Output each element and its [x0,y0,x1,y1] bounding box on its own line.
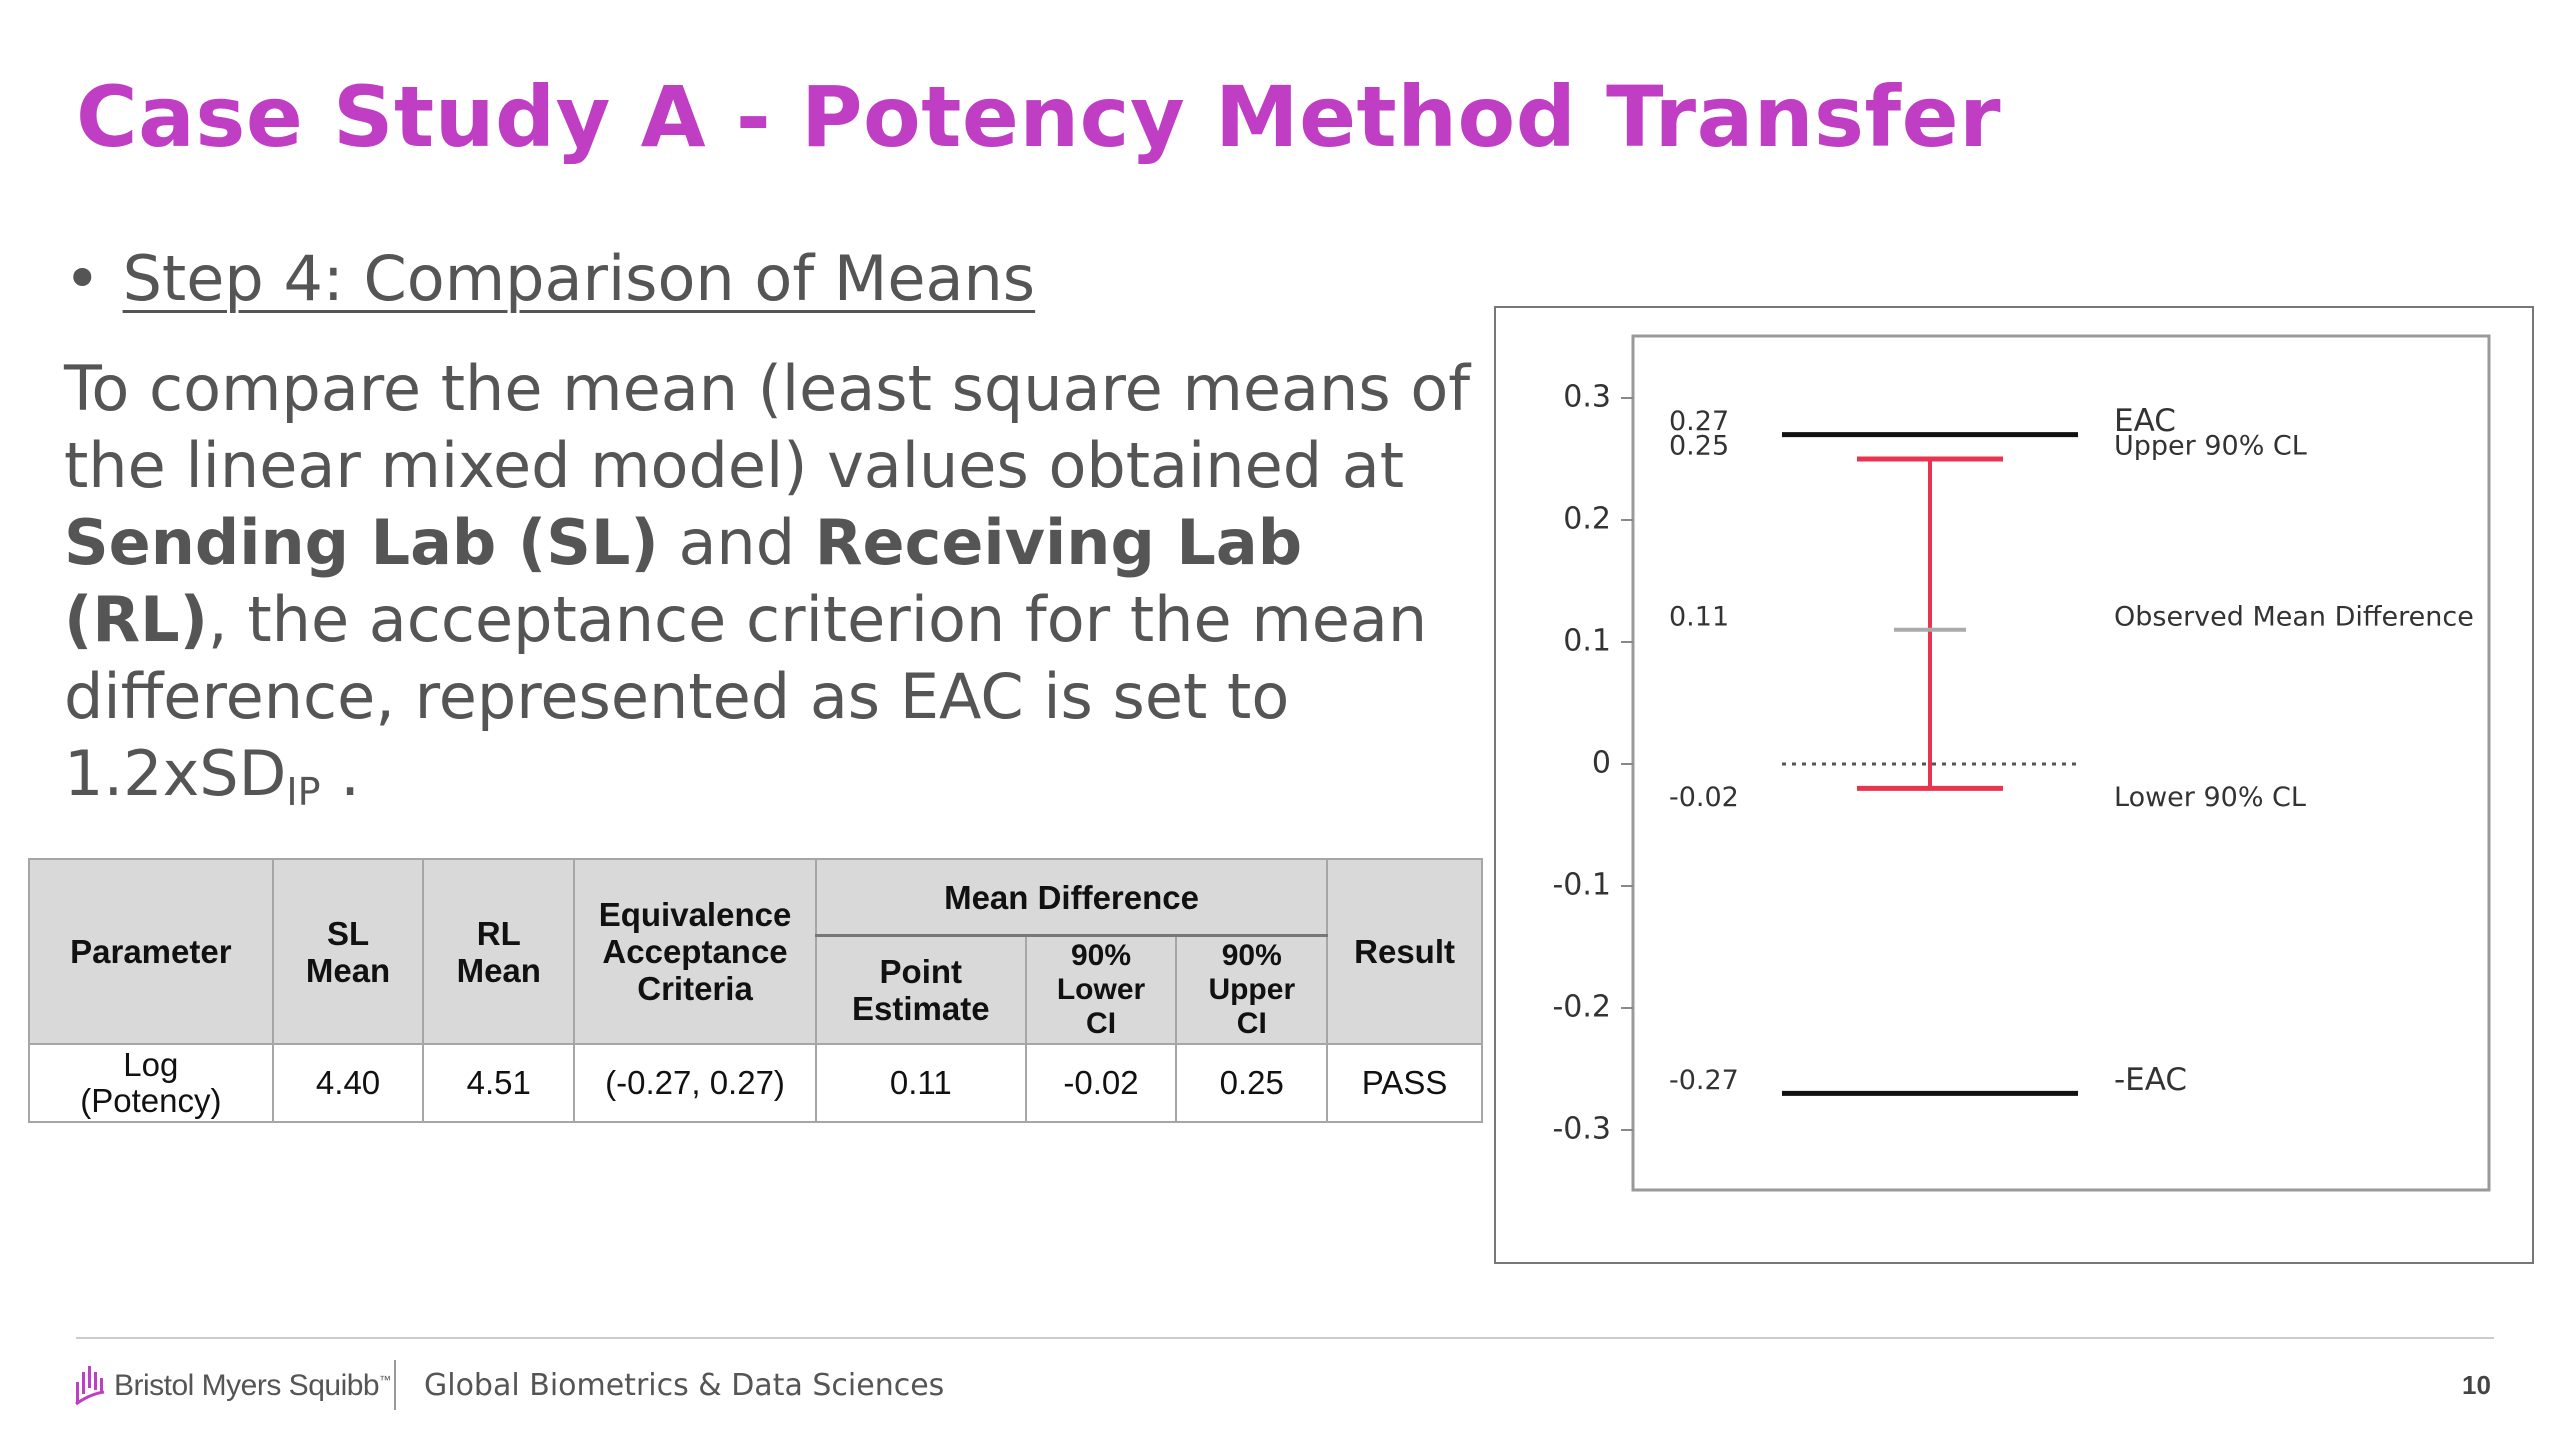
bullet-glyph: • [64,242,101,315]
header-point-estimate: Point Estimate [814,934,1027,1045]
paragraph-text: and [658,506,815,579]
plot-frame [1631,334,2491,1192]
step-heading: Step 4: Comparison of Means [122,242,1036,315]
lower-ci-text: Lower 90% CL [2114,782,2306,813]
results-table: Parameter SL Mean RL Mean Equivalence Accep… [28,858,1483,1123]
y-tick-label: 0.3 [1563,380,1611,415]
eac-value-label: -0.27 [1669,1065,1739,1096]
paragraph-text: , the acceptance criterion for the mean … [64,583,1428,810]
chart-svg: 0.3 0.2 0.1 0 -0.1 -0.2 -0.3 0.27 EAC -0.27 -EAC 0.… [1552,334,2491,1192]
y-tick-label: 0.1 [1563,624,1611,659]
cell-criteria: (-0.27, 0.27) [573,1043,817,1123]
header-rl-mean: RL Mean [422,858,576,1045]
cell-parameter: Log (Potency) [28,1043,274,1123]
eac-value-label: 0.27 [1669,406,1729,437]
slide-title: Case Study A - Potency Method Transfer [76,68,2001,166]
y-tick-label: -0.2 [1552,990,1611,1025]
company-logo: Bristol Myers Squibb™ [74,1362,391,1410]
cell-upper-ci: 0.25 [1175,1043,1329,1123]
equivalence-chart: 0.3 0.2 0.1 0 -0.1 -0.2 -0.3 0.27 EAC -0.27 -EAC 0.… [1494,306,2534,1264]
header-upper-ci: 90% Upper CI [1175,934,1329,1045]
paragraph-text: To compare the mean (least square means … [64,352,1471,502]
upper-ci-text: Upper 90% CL [2114,431,2307,462]
cell-point-estimate: 0.11 [814,1043,1027,1123]
y-tick-label: 0 [1592,746,1611,781]
receiving-lab-text: Receiving Lab (RL) [64,506,1303,656]
mean-value-label: 0.11 [1669,601,1729,632]
description-paragraph: To compare the mean (least square means … [64,350,1484,831]
cell-result: PASS [1326,1043,1483,1123]
page-number: 10 [2462,1370,2491,1400]
subscript-ip: IP [286,770,321,814]
y-tick-label: 0.2 [1563,502,1611,537]
step-bullet: • Step 4: Comparison of Means [64,242,1035,315]
header-mean-difference: Mean Difference [814,858,1329,937]
cell-sl-mean: 4.40 [271,1043,425,1123]
footer-separator [394,1360,396,1410]
table-row: Log (Potency) 4.40 4.51 (-0.27, 0.27) 0.1… [28,1043,1483,1123]
header-eac: Equivalence Acceptance Criteria [573,858,817,1045]
cell-lower-ci: -0.02 [1024,1043,1178,1123]
cell-rl-mean: 4.51 [422,1043,576,1123]
header-sl-mean: SL Mean [271,858,425,1045]
header-lower-ci: 90% Lower CI [1024,934,1178,1045]
header-parameter: Parameter [28,858,274,1045]
upper-ci-value-label: 0.25 [1669,431,1729,462]
bms-logo-icon [75,1366,105,1406]
y-tick-label: -0.3 [1552,1112,1611,1147]
paragraph-text: . [320,737,360,810]
y-tick-label: -0.1 [1552,868,1611,903]
eac-line-label: -EAC [2114,1062,2187,1098]
lower-ci-value-label: -0.02 [1669,782,1739,813]
eac-line-label: EAC [2114,403,2176,439]
department-name: Global Biometrics & Data Sciences [424,1368,945,1403]
footer-divider [76,1337,2494,1339]
header-result: Result [1326,858,1483,1045]
sending-lab-text: Sending Lab (SL) [64,506,659,579]
company-name: Bristol Myers Squibb™ [114,1369,391,1402]
mean-text: Observed Mean Difference [2114,601,2474,632]
